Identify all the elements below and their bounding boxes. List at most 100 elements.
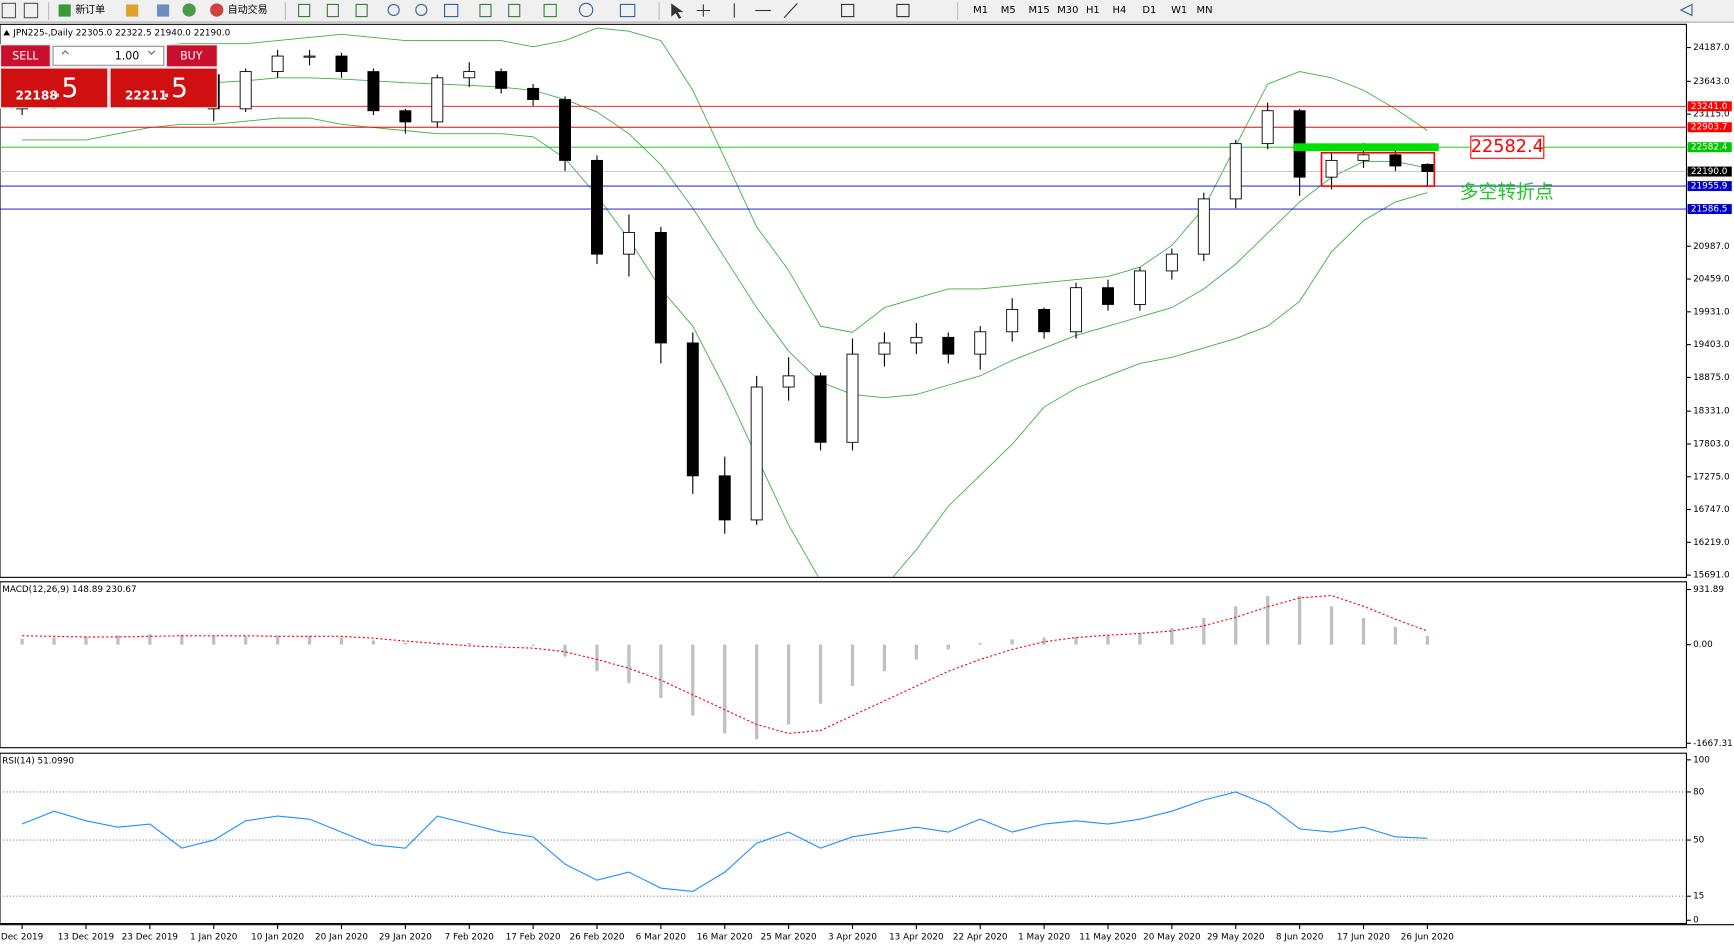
- y-tick-label: 20459.0: [1693, 275, 1730, 285]
- sell-price-box[interactable]: [1, 68, 108, 108]
- timeframe-button[interactable]: M30: [1057, 5, 1078, 16]
- price-level-label: 21586.5: [1691, 205, 1728, 215]
- candle-body: [399, 110, 412, 123]
- y-tick-label: 20987.0: [1693, 242, 1730, 252]
- y-tick-label: 24187.0: [1693, 43, 1730, 53]
- icon[interactable]: [896, 3, 910, 18]
- annotations: 22582.4 多空转折点: [1293, 135, 1554, 203]
- lot-value[interactable]: 1.00: [115, 49, 140, 62]
- y-tick-label: 23115.0: [1693, 110, 1730, 120]
- buy-price-box[interactable]: [110, 68, 217, 108]
- candle-body: [654, 231, 667, 344]
- rsi-plot: [0, 791, 1687, 897]
- y-tick-label: 0.00: [1693, 640, 1713, 650]
- candle-body: [622, 231, 635, 255]
- chart-tools: [298, 2, 636, 18]
- icon[interactable]: [479, 3, 492, 18]
- icon[interactable]: [508, 3, 521, 18]
- icon[interactable]: [1, 2, 17, 19]
- icon[interactable]: [326, 3, 339, 18]
- candle-body: [495, 71, 508, 89]
- icon[interactable]: [444, 3, 459, 18]
- sell-label[interactable]: SELL: [12, 49, 39, 62]
- timeframe-button[interactable]: D1: [1142, 5, 1156, 16]
- sell-price[interactable]: 22188: [15, 89, 57, 103]
- buy-price[interactable]: 22211: [125, 89, 167, 103]
- lot-input[interactable]: [52, 45, 165, 66]
- candle-body: [686, 342, 699, 477]
- x-tick-label: 1 Jan 2020: [190, 932, 238, 942]
- y-tick-label: 16219.0: [1693, 538, 1730, 548]
- toolbar-bg: [0, 0, 1734, 23]
- x-tick-label: 23 Dec 2019: [122, 932, 178, 942]
- candle-body: [559, 99, 572, 161]
- x-tick-label: 17 Jun 2020: [1337, 932, 1390, 942]
- x-tick-label: 16 Mar 2020: [697, 932, 753, 942]
- timeframes: M1 M5 M15 M30 H1 H4 D1 W1 MN: [973, 5, 1212, 16]
- macd-plot: [20, 594, 1430, 740]
- rsi-line: [21, 791, 1428, 892]
- candle-body: [591, 159, 603, 255]
- y-tick-label: 15: [1693, 892, 1704, 902]
- candle-body: [942, 336, 955, 355]
- trendline-tool[interactable]: [783, 2, 798, 19]
- x-tick-label: Dec 2019: [1, 932, 43, 942]
- candle-body: [1357, 154, 1370, 161]
- icon[interactable]: [298, 3, 311, 18]
- annotation-price: 22582.4: [1471, 137, 1544, 157]
- icon[interactable]: [1679, 3, 1693, 17]
- auto-trading[interactable]: 自动交易: [228, 3, 268, 16]
- crosshair-tool[interactable]: [696, 4, 710, 17]
- buy-label[interactable]: BUY: [180, 49, 203, 62]
- icon[interactable]: [157, 4, 170, 17]
- x-tick-label: 26 Jun 2020: [1401, 932, 1454, 942]
- collapse-arrow[interactable]: [3, 29, 10, 36]
- rsi-title: RSI(14) 51.0990: [2, 756, 74, 766]
- x-tick-label: 29 Jan 2020: [379, 932, 432, 942]
- candle-body: [1261, 110, 1274, 145]
- bollinger-band: [22, 77, 1428, 399]
- icon[interactable]: [543, 3, 557, 18]
- x-tick-label: 10 Jan 2020: [251, 932, 304, 942]
- candle-body: [1006, 308, 1019, 333]
- icon[interactable]: [182, 3, 196, 17]
- candle-body: [1229, 143, 1242, 200]
- timeframe-button[interactable]: W1: [1171, 5, 1187, 16]
- timeframe-button[interactable]: M5: [1001, 5, 1016, 16]
- icon[interactable]: [578, 2, 594, 18]
- price-level-tag: [1687, 204, 1732, 215]
- auto-trading-icon[interactable]: [210, 3, 224, 17]
- lot-up[interactable]: [147, 50, 156, 55]
- icon[interactable]: [355, 3, 368, 18]
- buy-button[interactable]: [166, 45, 217, 67]
- candle-body: [750, 386, 763, 521]
- x-tick-label: 11 May 2020: [1079, 932, 1137, 942]
- sell-button[interactable]: [1, 45, 50, 67]
- candle-body: [782, 375, 795, 388]
- timeframe-button[interactable]: H1: [1086, 5, 1100, 16]
- cursor-tool[interactable]: [671, 3, 684, 19]
- icon[interactable]: [619, 3, 636, 18]
- icon[interactable]: [841, 3, 855, 18]
- icon[interactable]: [126, 4, 139, 17]
- buy-price-tail[interactable]: .5: [163, 73, 188, 104]
- y-tick-label: 0: [1693, 916, 1699, 926]
- timeframe-button[interactable]: M15: [1028, 5, 1049, 16]
- timeframe-button[interactable]: MN: [1197, 5, 1213, 16]
- timeframe-button[interactable]: H4: [1113, 5, 1127, 16]
- lot-down[interactable]: [61, 50, 69, 55]
- annotation-label: 多空转折点: [1460, 181, 1554, 203]
- timeframe-button[interactable]: M1: [973, 5, 988, 16]
- y-tick-label: 931.89: [1693, 585, 1724, 595]
- zoom-in[interactable]: [387, 3, 400, 17]
- candle-body: [1133, 270, 1146, 305]
- chart-title: JPN225-,Daily 22305.0 22322.5 21940.0 22…: [12, 29, 230, 39]
- icon[interactable]: [23, 2, 39, 19]
- candle-body: [431, 77, 444, 123]
- zoom-out[interactable]: [415, 3, 428, 17]
- new-order[interactable]: 新订单: [75, 3, 105, 16]
- candle-body: [1102, 287, 1114, 305]
- new-order-icon[interactable]: [58, 4, 71, 17]
- sell-price-tail[interactable]: .5: [53, 73, 78, 104]
